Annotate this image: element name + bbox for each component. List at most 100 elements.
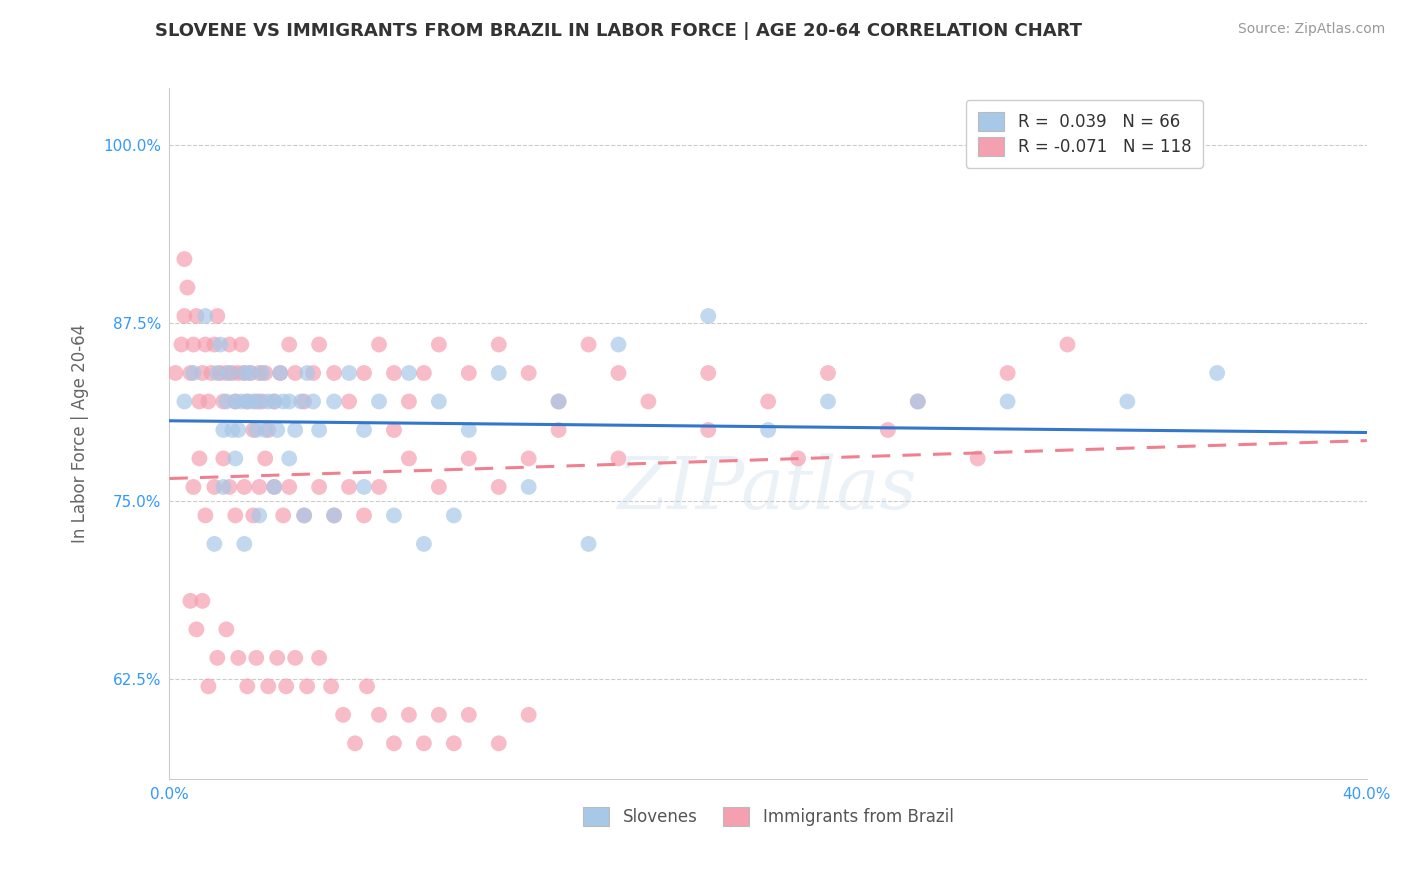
Point [382,508,405,523]
Point [247,394,270,409]
Point [308,651,330,665]
Point [215,366,238,380]
Point [207,309,229,323]
Point [257,394,280,409]
Point [252,394,274,409]
Point [337,366,360,380]
Point [876,423,898,437]
Point [697,366,720,380]
Point [302,366,325,380]
Point [517,707,540,722]
Point [186,309,208,323]
Point [412,366,434,380]
Point [183,366,205,380]
Point [292,508,315,523]
Point [245,651,267,665]
Point [233,537,256,551]
Point [236,394,259,409]
Point [997,394,1019,409]
Point [263,480,285,494]
Point [517,366,540,380]
Point [212,451,235,466]
Point [302,394,325,409]
Point [443,508,465,523]
Point [212,394,235,409]
Point [221,423,243,437]
Point [245,423,267,437]
Point [224,394,246,409]
Point [254,423,277,437]
Point [266,423,288,437]
Point [353,366,375,380]
Point [269,366,291,380]
Point [207,651,229,665]
Point [179,594,201,608]
Point [236,394,259,409]
Point [382,423,405,437]
Point [202,480,225,494]
Point [907,394,929,409]
Text: Source: ZipAtlas.com: Source: ZipAtlas.com [1237,22,1385,37]
Point [183,480,205,494]
Point [488,480,510,494]
Point [427,480,450,494]
Point [578,537,600,551]
Point [412,736,434,750]
Point [247,508,270,523]
Point [242,394,264,409]
Point [1116,394,1139,409]
Point [337,394,360,409]
Point [337,480,360,494]
Point [278,451,301,466]
Point [966,451,988,466]
Point [200,366,222,380]
Point [427,707,450,722]
Point [427,394,450,409]
Point [218,480,240,494]
Point [173,252,195,266]
Point [247,480,270,494]
Point [276,679,298,693]
Point [233,480,256,494]
Point [186,623,208,637]
Point [607,366,630,380]
Point [319,679,342,693]
Point [173,394,195,409]
Point [202,537,225,551]
Point [382,736,405,750]
Point [443,736,465,750]
Point [323,508,346,523]
Point [197,394,219,409]
Text: SLOVENE VS IMMIGRANTS FROM BRAZIL IN LABOR FORCE | AGE 20-64 CORRELATION CHART: SLOVENE VS IMMIGRANTS FROM BRAZIL IN LAB… [155,22,1083,40]
Point [224,508,246,523]
Point [457,423,479,437]
Point [197,679,219,693]
Point [368,337,391,351]
Point [209,337,232,351]
Point [278,337,301,351]
Point [278,394,301,409]
Point [997,366,1019,380]
Point [353,508,375,523]
Point [457,366,479,380]
Point [756,394,779,409]
Point [637,394,659,409]
Point [457,707,479,722]
Point [226,651,249,665]
Point [242,508,264,523]
Point [188,394,211,409]
Point [907,394,929,409]
Point [697,309,720,323]
Point [323,508,346,523]
Point [271,394,294,409]
Point [242,423,264,437]
Point [356,679,378,693]
Y-axis label: In Labor Force | Age 20-64: In Labor Force | Age 20-64 [72,324,89,543]
Point [295,679,318,693]
Legend: Slovenes, Immigrants from Brazil: Slovenes, Immigrants from Brazil [576,800,960,833]
Point [263,394,285,409]
Point [176,280,198,294]
Point [308,480,330,494]
Point [547,394,569,409]
Point [233,366,256,380]
